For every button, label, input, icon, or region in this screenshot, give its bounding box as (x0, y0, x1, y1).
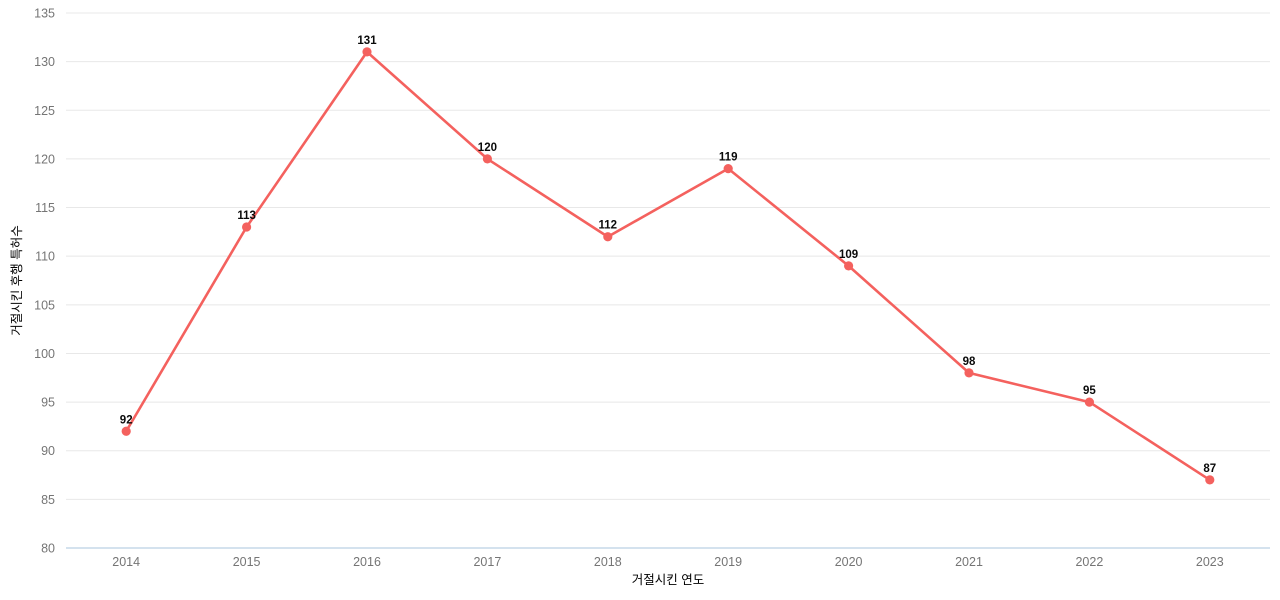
x-axis-title: 거절시킨 연도 (632, 573, 704, 587)
gridlines-group (66, 12, 1270, 549)
x-tick-label: 2023 (1196, 555, 1224, 569)
y-tick-label: 120 (34, 152, 55, 166)
data-label: 131 (357, 35, 377, 47)
x-tick-label: 2016 (353, 555, 381, 569)
data-label: 98 (963, 356, 976, 368)
x-tick-label: 2021 (955, 555, 983, 569)
data-point (242, 222, 252, 232)
x-tick-label: 2022 (1075, 555, 1103, 569)
data-label: 112 (599, 220, 618, 232)
y-tick-label: 85 (41, 493, 55, 507)
y-axis-title: 거절시킨 후행 특허수 (9, 225, 24, 335)
data-label: 119 (719, 152, 738, 164)
y-tick-label: 115 (35, 201, 55, 215)
x-tick-label: 2018 (594, 555, 622, 569)
x-tick-label: 2017 (473, 555, 501, 569)
y-tick-label: 100 (34, 347, 55, 361)
series-group: 92 113 131 120 112 119 109 98 95 87 (120, 35, 1216, 485)
data-label: 87 (1203, 463, 1216, 475)
data-point (603, 232, 613, 242)
data-point (723, 164, 733, 174)
trend-line (124, 50, 1212, 482)
data-point (1205, 475, 1215, 485)
x-tick-label: 2019 (714, 555, 742, 569)
y-tick-label: 80 (41, 542, 55, 556)
y-tick-label: 90 (41, 444, 55, 458)
y-tick-label: 125 (34, 104, 55, 118)
data-point (1084, 397, 1094, 407)
data-point (844, 261, 854, 271)
x-tick-label: 2015 (233, 555, 261, 569)
data-point (121, 426, 131, 436)
data-label: 92 (120, 414, 133, 426)
data-point (482, 154, 492, 164)
data-label: 120 (478, 142, 497, 154)
y-axis-ticks-group: 80 85 90 95 100 105 110 115 120 125 130 135 (34, 7, 55, 556)
x-tick-label: 2020 (835, 555, 863, 569)
data-label: 95 (1083, 385, 1096, 397)
y-tick-label: 130 (34, 55, 55, 69)
data-label: 109 (839, 249, 858, 261)
data-point (964, 368, 974, 378)
y-tick-label: 135 (34, 7, 55, 21)
y-tick-label: 105 (34, 298, 55, 312)
x-tick-label: 2014 (112, 555, 140, 569)
data-point (362, 47, 372, 57)
x-axis-ticks-group: 2014 2015 2016 2017 2018 2019 2020 2021 2022 2023 (112, 555, 1223, 569)
data-label: 113 (237, 210, 256, 222)
y-tick-label: 110 (35, 250, 55, 264)
y-tick-label: 95 (41, 396, 55, 410)
